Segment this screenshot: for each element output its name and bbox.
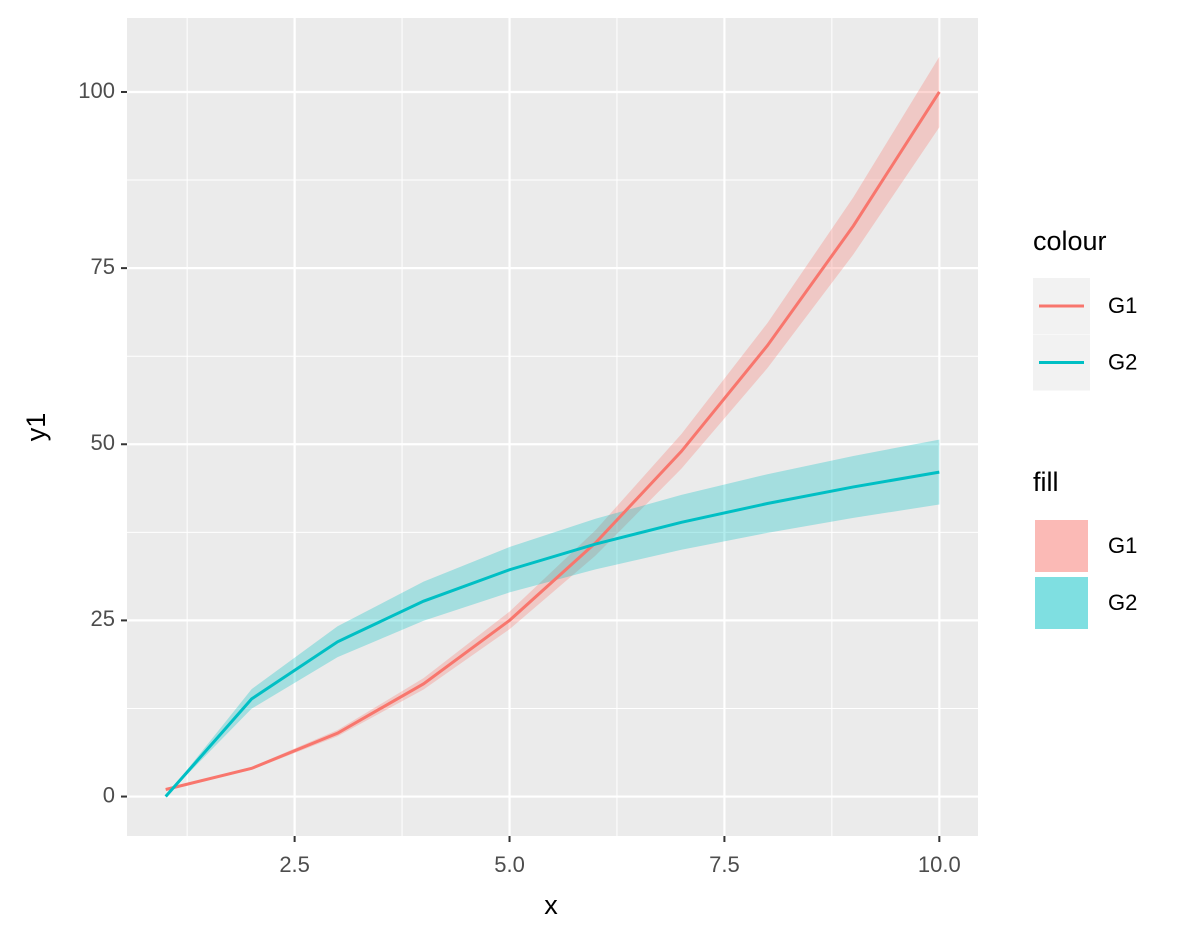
y-tick-label: 50 (91, 430, 115, 455)
legend-label: G1 (1108, 533, 1137, 558)
x-tick-label: 5.0 (494, 852, 525, 877)
legend-title: colour (1033, 226, 1107, 256)
legend-fill (1035, 520, 1088, 572)
legend-label: G1 (1108, 293, 1137, 318)
y-tick-label: 100 (78, 78, 115, 103)
legend-label: G2 (1108, 590, 1137, 615)
y-tick-label: 75 (91, 254, 115, 279)
line (164, 470, 940, 798)
ribbon (165, 439, 940, 797)
line (165, 91, 941, 791)
y-tick-label: 0 (103, 782, 115, 807)
legend-title: fill (1033, 467, 1059, 497)
x-tick-label: 7.5 (709, 852, 740, 877)
x-tick-label: 10.0 (918, 852, 961, 877)
x-tick-label: 2.5 (279, 852, 310, 877)
x-axis-label: x (544, 890, 558, 920)
y-axis-label: y1 (21, 413, 51, 442)
y-tick-label: 25 (91, 606, 115, 631)
legend-label: G2 (1108, 349, 1137, 374)
legend-fill (1035, 577, 1088, 629)
panel (127, 18, 978, 836)
